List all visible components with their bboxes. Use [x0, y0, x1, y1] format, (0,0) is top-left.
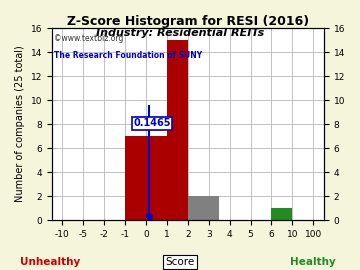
Text: Industry: Residential REITs: Industry: Residential REITs: [96, 28, 264, 38]
Bar: [167, 40, 188, 220]
Text: Score: Score: [165, 257, 195, 267]
Text: ©www.textbiz.org: ©www.textbiz.org: [54, 34, 124, 43]
Title: Z-Score Histogram for RESI (2016): Z-Score Histogram for RESI (2016): [67, 15, 309, 28]
Y-axis label: Number of companies (25 total): Number of companies (25 total): [15, 46, 25, 202]
Text: The Research Foundation of SUNY: The Research Foundation of SUNY: [54, 51, 203, 60]
Text: Unhealthy: Unhealthy: [20, 257, 81, 267]
Text: Healthy: Healthy: [290, 257, 336, 267]
Bar: [271, 208, 292, 220]
Text: 0.1465: 0.1465: [133, 119, 171, 129]
Bar: [188, 196, 219, 220]
Bar: [125, 136, 167, 220]
